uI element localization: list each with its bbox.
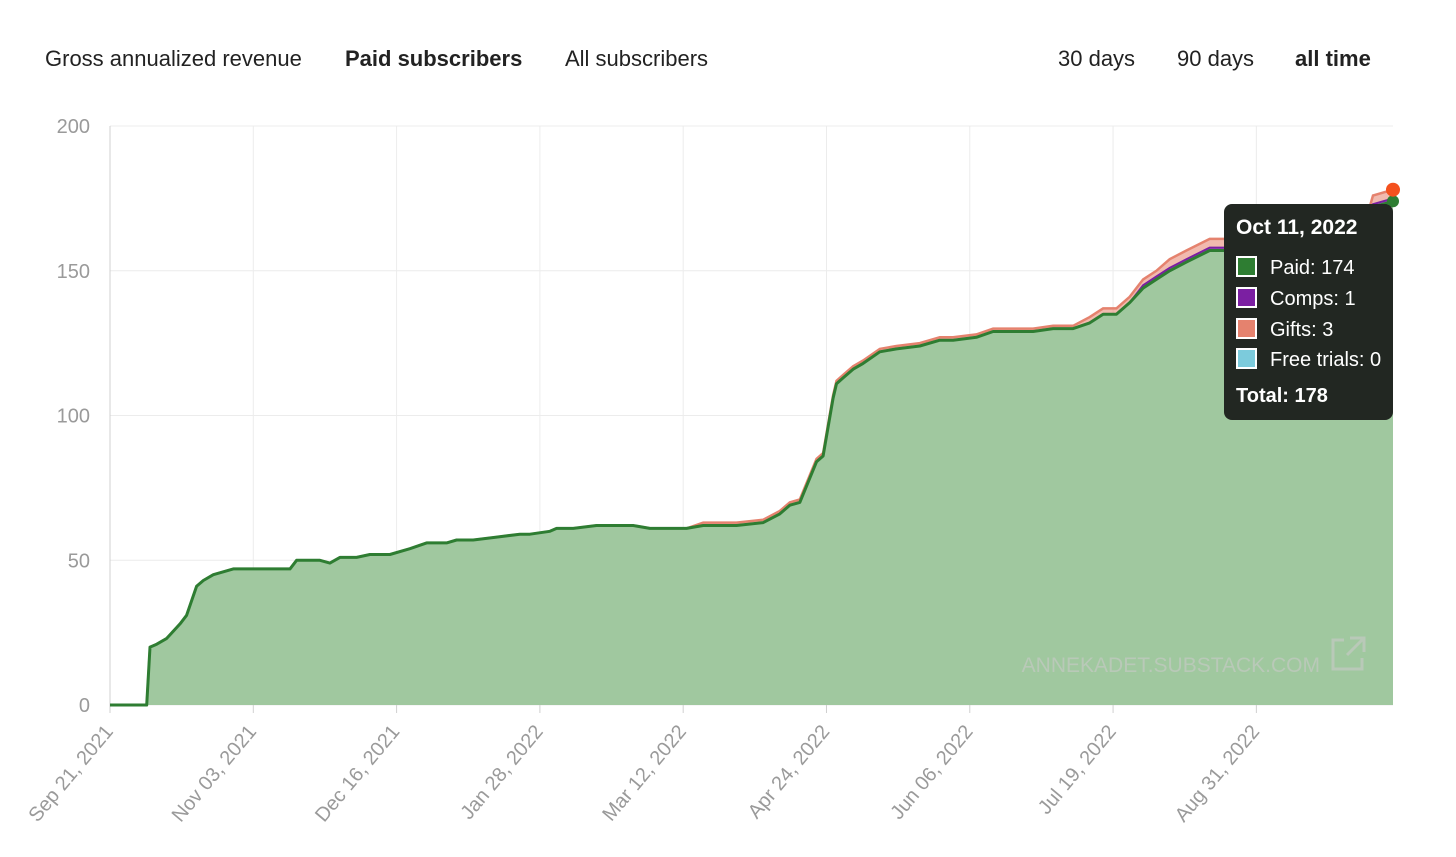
tooltip-total: Total: 178 — [1236, 385, 1328, 407]
paid-swatch — [1236, 256, 1257, 277]
tooltip-row-comps: Comps: 1 — [1236, 287, 1356, 311]
x-tick-label: Jul 19, 2022 — [1034, 721, 1121, 819]
tooltip-row-paid: Paid: 174 — [1236, 256, 1355, 280]
y-tick-label: 150 — [57, 261, 90, 283]
total-highlight-point — [1386, 182, 1400, 197]
tab-gross-annualized-revenue[interactable]: Gross annualized revenue — [45, 46, 302, 71]
metric-tabs: Gross annualized revenue Paid subscriber… — [0, 40, 1456, 84]
y-tick-label: 200 — [57, 116, 90, 138]
tab-all-subscribers[interactable]: All subscribers — [565, 46, 709, 71]
range-30-days[interactable]: 30 days — [1058, 46, 1136, 71]
tooltip-row-gifts: Gifts: 3 — [1236, 318, 1333, 342]
paid-area — [110, 201, 1393, 706]
gifts-swatch — [1236, 318, 1257, 339]
x-tick-label: Dec 16, 2021 — [311, 721, 404, 826]
range-all-time[interactable]: all time — [1295, 46, 1371, 71]
x-tick-label: Aug 31, 2022 — [1171, 721, 1264, 826]
x-tick-label: Mar 12, 2022 — [598, 721, 691, 825]
highlight-points — [1386, 182, 1400, 208]
tooltip-row-free-trials: Free trials: 0 — [1236, 348, 1381, 372]
x-tick-label: Sep 21, 2021 — [24, 721, 117, 826]
y-axis-ticks: 0 50 100 150 200 — [57, 116, 90, 717]
x-tick-label: Apr 24, 2022 — [744, 721, 834, 823]
x-tick-label: Jan 28, 2022 — [457, 721, 548, 824]
paid-highlight-point — [1387, 195, 1399, 208]
y-tick-label: 50 — [68, 550, 90, 572]
series-areas — [110, 188, 1394, 707]
x-axis-ticks: Sep 21, 2021 Nov 03, 2021 Dec 16, 2021 Jan … — [24, 721, 1264, 826]
hover-tooltip: Oct 11, 2022 Paid: 174 Comps: 1 Gifts: 3… — [1224, 204, 1393, 420]
tooltip-comps-label: Comps: 1 — [1270, 288, 1356, 310]
tooltip-gifts-label: Gifts: 3 — [1270, 319, 1334, 341]
paid-line — [110, 199, 1394, 707]
comps-swatch — [1236, 287, 1257, 308]
y-tick-label: 0 — [79, 695, 90, 717]
tooltip-free-trials-label: Free trials: 0 — [1270, 349, 1382, 371]
free-trials-swatch — [1236, 348, 1257, 369]
watermark-text: ANNEKADET.SUBSTACK.COM — [1022, 654, 1320, 677]
tooltip-date: Oct 11, 2022 — [1236, 216, 1358, 239]
y-tick-label: 100 — [57, 406, 90, 428]
tooltip-paid-label: Paid: 174 — [1270, 257, 1355, 279]
range-90-days[interactable]: 90 days — [1177, 46, 1255, 71]
x-tick-label: Jun 06, 2022 — [886, 721, 977, 824]
external-link-icon[interactable] — [1331, 636, 1366, 671]
x-tick-label: Nov 03, 2021 — [168, 721, 261, 826]
tab-paid-subscribers[interactable]: Paid subscribers — [345, 46, 523, 71]
